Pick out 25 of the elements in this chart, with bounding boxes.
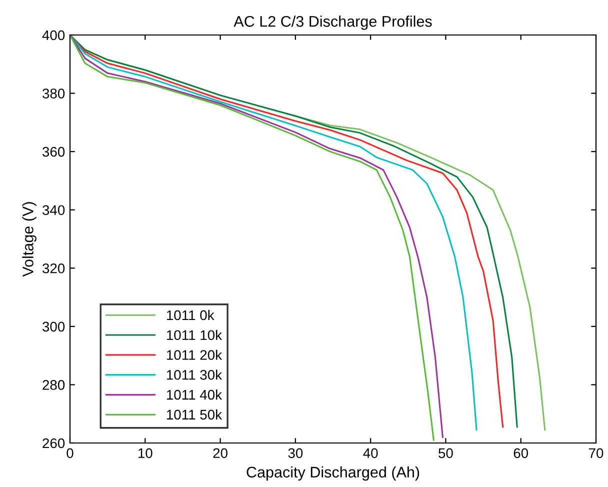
x-tick-label: 30 xyxy=(288,448,303,458)
y-tick-label: 320 xyxy=(42,263,65,274)
y-tick-label: 360 xyxy=(42,146,65,157)
x-tick-label: 40 xyxy=(363,448,378,458)
y-axis-title: Voltage (V) xyxy=(22,202,36,277)
legend-label: 1011 50k xyxy=(166,409,222,420)
x-tick-label: 10 xyxy=(138,448,152,458)
legend-label: 1011 20k xyxy=(166,350,222,360)
y-tick-label: 400 xyxy=(42,30,65,40)
x-tick-label: 0 xyxy=(66,448,74,458)
x-tick-label: 50 xyxy=(438,448,453,458)
chart-title: AC L2 C/3 Discharge Profiles xyxy=(234,16,432,30)
y-tick-label: 300 xyxy=(42,322,65,332)
x-tick-label: 70 xyxy=(588,448,604,458)
legend-label: 1011 40k xyxy=(166,390,222,400)
x-axis-title: Capacity Discharged (Ah) xyxy=(246,466,420,481)
legend-label: 1011 10k xyxy=(166,330,222,340)
y-tick-label: 380 xyxy=(42,88,65,98)
x-tick-label: 60 xyxy=(514,448,528,458)
y-tick-label: 280 xyxy=(42,380,65,390)
x-tick-label: 20 xyxy=(213,448,228,458)
legend-label: 1011 0k xyxy=(166,310,214,320)
y-tick-label: 340 xyxy=(42,205,65,216)
y-tick-label: 260 xyxy=(42,438,65,448)
legend-label: 1011 30k xyxy=(166,370,222,380)
